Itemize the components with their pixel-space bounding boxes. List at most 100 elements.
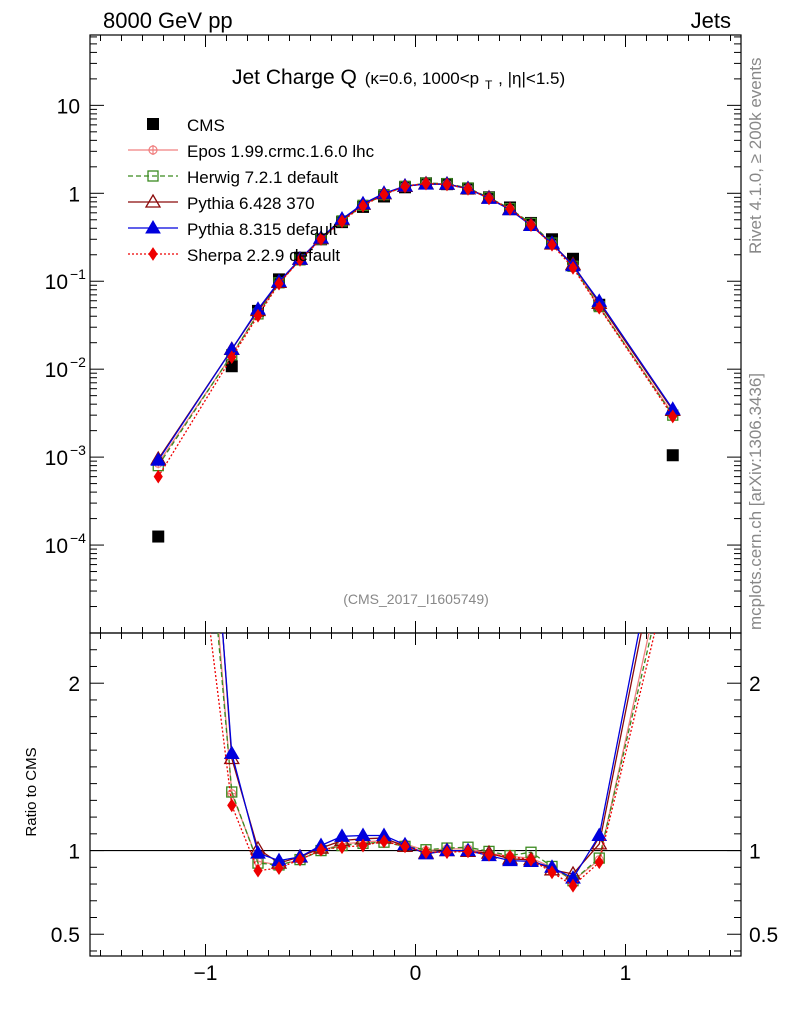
series-point-4 — [421, 176, 431, 191]
ratio-point-4 — [505, 849, 515, 864]
ratio-point-4 — [337, 840, 347, 855]
y-tick-label-main-exponent: −1 — [70, 266, 86, 282]
series-line-4 — [157, 182, 674, 477]
series-point-4 — [505, 201, 515, 216]
ratio-point-4 — [316, 842, 326, 857]
ratio-line-4 — [209, 633, 656, 887]
ratio-point-4 — [379, 834, 389, 849]
rivet-version-label: Rivet 4.1.0, ≥ 200k events — [746, 58, 765, 254]
mcplots-reference-label: mcplots.cern.ch [arXiv:1306.3436] — [746, 373, 765, 630]
x-tick-label: 1 — [620, 962, 632, 985]
series-point-4 — [153, 469, 163, 484]
series-point-4 — [227, 350, 237, 365]
chart-title: Jet Charge Q (κ=0.6, 1000<p T , |η|<1.5) — [232, 66, 565, 94]
ratio-point-4 — [253, 863, 263, 878]
ratio-point-4 — [594, 855, 604, 870]
ratio-line-3 — [222, 633, 640, 880]
legend-label-3: Pythia 8.315 default — [187, 220, 338, 239]
y-tick-label-ratio: 1 — [68, 841, 80, 864]
series-point-4 — [316, 232, 326, 246]
y-tick-label-main: 10 — [45, 359, 68, 382]
legend-label-4: Sherpa 2.2.9 default — [187, 246, 340, 265]
legend-label-1: Herwig 7.2.1 default — [187, 168, 338, 187]
y-tick-label-main: 1 — [68, 183, 80, 206]
ratio-point-3 — [250, 845, 266, 859]
ratio-point-4 — [421, 845, 431, 860]
ratio-point-4 — [526, 852, 536, 867]
legend-label-2: Pythia 6.428 370 — [187, 194, 315, 213]
legend-marker-3 — [145, 220, 161, 234]
chart-title-pt-subscript: T — [485, 78, 493, 92]
ratio-panel-frame — [89, 632, 742, 957]
cms-data-point — [152, 530, 165, 543]
series-line-3 — [157, 183, 674, 461]
x-tick-label: −1 — [194, 962, 218, 985]
y-tick-label-main: 10 — [45, 447, 68, 470]
chart-title-main: Jet Charge Q — [232, 66, 357, 89]
ratio-point-4 — [274, 861, 284, 876]
y-tick-label-ratio-right: 1 — [749, 841, 761, 864]
series-point-4 — [547, 237, 557, 252]
ratio-point-4 — [568, 878, 578, 893]
legend-marker-0 — [148, 145, 158, 155]
ratio-panel-curves — [209, 633, 656, 893]
legend-marker-2 — [144, 193, 162, 208]
y-tick-label-ratio: 0.5 — [51, 924, 80, 947]
ratio-point-2 — [591, 835, 608, 850]
ratio-line-1 — [217, 633, 653, 882]
series-point-4 — [253, 308, 263, 323]
legend-marker-1 — [147, 170, 159, 182]
y-tick-label-main: 10 — [57, 95, 80, 118]
analysis-watermark: (CMS_2017_I1605749) — [343, 591, 489, 607]
ratio-line-2 — [222, 633, 642, 875]
ratio-point-4 — [463, 844, 473, 859]
ratio-point-3 — [223, 745, 240, 759]
series-point-4 — [337, 214, 347, 229]
ratio-point-4 — [442, 845, 452, 860]
y-tick-label-main: 10 — [45, 535, 68, 558]
series-point-4 — [594, 300, 604, 315]
series-point-4 — [484, 191, 494, 206]
beam-energy-label: 8000 GeV pp — [103, 8, 233, 33]
chart-title-cuts: (κ=0.6, 1000<p — [365, 69, 479, 88]
y-tick-label-ratio-right: 0.5 — [749, 924, 778, 947]
legend-label-cms: CMS — [187, 116, 225, 135]
ratio-point-4 — [227, 798, 237, 813]
series-point-4 — [568, 260, 578, 275]
legend: CMS Epos 1.99.crmc.1.6.0 lhc Herwig 7.2.1 … — [128, 116, 375, 265]
ratio-point-4 — [484, 847, 494, 862]
y-tick-label-main-exponent: −2 — [70, 354, 86, 370]
ratio-point-4 — [547, 865, 557, 880]
ratio-point-3 — [591, 827, 608, 842]
process-label: Jets — [691, 8, 731, 33]
ratio-point-3 — [334, 828, 350, 842]
y-tick-label-ratio: 2 — [68, 673, 80, 696]
y-tick-label-ratio-right: 2 — [749, 673, 761, 696]
y-tick-label-main-exponent: −4 — [70, 530, 86, 546]
series-point-4 — [379, 187, 389, 202]
series-point-4 — [295, 252, 305, 267]
ratio-point-1 — [226, 786, 238, 798]
x-tick-label: 0 — [410, 962, 422, 985]
ratio-point-4 — [358, 838, 368, 853]
cms-data-point — [666, 449, 679, 462]
ratio-axis-label: Ratio to CMS — [23, 747, 40, 836]
legend-marker-cms — [147, 118, 159, 130]
series-point-4 — [358, 198, 368, 213]
series-point-4 — [400, 179, 410, 194]
ratio-point-4 — [295, 852, 305, 867]
ratio-point-4 — [400, 839, 410, 854]
chart-title-eta-cut: , |η|<1.5) — [498, 69, 565, 88]
series-point-3 — [150, 452, 167, 466]
ratio-line-0 — [218, 633, 650, 882]
series-point-4 — [526, 218, 536, 232]
y-tick-label-main: 10 — [45, 271, 68, 294]
main-panel-curves — [150, 175, 681, 543]
series-point-4 — [668, 409, 678, 424]
y-tick-label-main-exponent: −3 — [70, 442, 86, 458]
legend-marker-4 — [148, 247, 158, 261]
series-point-4 — [274, 276, 284, 291]
series-point-4 — [442, 177, 452, 192]
